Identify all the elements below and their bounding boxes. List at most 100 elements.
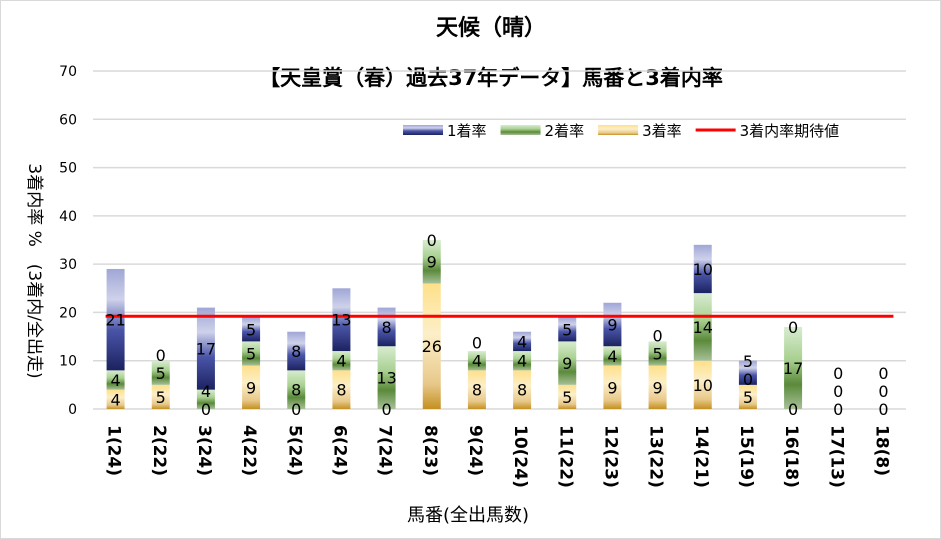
bar-segment bbox=[287, 331, 306, 371]
bar-segment bbox=[558, 341, 577, 385]
bar-segment bbox=[332, 288, 351, 352]
data-label: 9 bbox=[652, 378, 662, 397]
data-label: 10 bbox=[693, 376, 713, 395]
data-label: 0 bbox=[878, 400, 888, 419]
data-label: 0 bbox=[833, 364, 843, 383]
legend-label: 3着内率期待値 bbox=[740, 122, 840, 140]
y-tick-label: 10 bbox=[59, 354, 77, 370]
bar-segment bbox=[784, 326, 803, 409]
x-tick-label: 9(24) bbox=[465, 425, 485, 476]
data-label: 0 bbox=[201, 400, 211, 419]
x-tick-label: 14(21) bbox=[691, 425, 711, 488]
bar-segment bbox=[558, 384, 577, 409]
data-label: 5 bbox=[652, 344, 662, 363]
legend-swatch bbox=[500, 125, 541, 135]
data-label: 0 bbox=[652, 326, 662, 345]
data-label: 8 bbox=[517, 381, 527, 400]
data-label: 9 bbox=[246, 378, 256, 397]
data-label: 26 bbox=[422, 337, 442, 356]
data-label: 4 bbox=[110, 371, 120, 390]
data-label: 5 bbox=[246, 320, 256, 339]
bar-segment bbox=[693, 293, 712, 361]
bar-segment bbox=[513, 331, 532, 352]
bar-segment bbox=[106, 268, 125, 371]
data-label: 0 bbox=[833, 400, 843, 419]
x-tick-label: 1(24) bbox=[104, 425, 124, 476]
bar-segment bbox=[693, 360, 712, 409]
bar-segment bbox=[106, 370, 125, 390]
data-label: 13 bbox=[331, 311, 351, 330]
data-label: 0 bbox=[878, 382, 888, 401]
data-label: 17 bbox=[196, 340, 216, 359]
data-label: 5 bbox=[246, 344, 256, 363]
data-label: 4 bbox=[110, 390, 120, 409]
x-tick-label: 3(24) bbox=[194, 425, 214, 476]
bar-segment bbox=[738, 360, 757, 385]
y-tick-label: 40 bbox=[59, 209, 77, 225]
x-tick-label: 12(23) bbox=[600, 425, 620, 488]
data-label: 0 bbox=[381, 400, 391, 419]
data-label: 4 bbox=[201, 382, 211, 401]
data-label: 8 bbox=[336, 381, 346, 400]
data-label: 0 bbox=[291, 400, 301, 419]
chart-subtitle: 【天皇賞（春）過去37年データ】馬番と3着内率 bbox=[259, 66, 723, 90]
data-label: 5 bbox=[562, 320, 572, 339]
x-tick-label: 18(8) bbox=[871, 425, 891, 476]
x-tick-label: 2(22) bbox=[149, 425, 169, 476]
legend-swatch bbox=[598, 125, 639, 135]
data-label: 9 bbox=[562, 354, 572, 373]
data-label: 10 bbox=[693, 260, 713, 279]
data-label: 5 bbox=[156, 388, 166, 407]
bar-segment bbox=[648, 341, 667, 366]
data-label: 0 bbox=[833, 382, 843, 401]
bar-segment bbox=[603, 302, 622, 347]
data-label: 0 bbox=[472, 334, 482, 353]
data-label: 0 bbox=[788, 400, 798, 419]
legend-label: 2着率 bbox=[545, 122, 585, 140]
bar-segment bbox=[196, 389, 215, 409]
data-label: 9 bbox=[607, 378, 617, 397]
data-label: 5 bbox=[743, 388, 753, 407]
bar-segment bbox=[693, 244, 712, 294]
y-tick-label: 60 bbox=[59, 112, 77, 128]
x-axis-label: 馬番(全出馬数) bbox=[407, 505, 529, 526]
bar-segment bbox=[422, 240, 441, 284]
y-tick-label: 70 bbox=[59, 64, 77, 80]
data-label: 0 bbox=[156, 346, 166, 365]
data-label: 9 bbox=[427, 253, 437, 272]
x-tick-label: 10(24) bbox=[510, 425, 530, 488]
bar-segment bbox=[332, 370, 351, 409]
data-label: 4 bbox=[607, 347, 617, 366]
x-tick-label: 4(22) bbox=[239, 425, 259, 476]
data-label: 8 bbox=[291, 381, 301, 400]
bar-segment bbox=[242, 365, 261, 409]
x-tick-label: 7(24) bbox=[375, 425, 395, 476]
bar-segment bbox=[151, 360, 170, 385]
data-label: 5 bbox=[156, 364, 166, 383]
data-label: 4 bbox=[336, 352, 346, 371]
bar-segment bbox=[738, 384, 757, 409]
bar-segment bbox=[242, 317, 261, 342]
bar-segment bbox=[242, 341, 261, 366]
bar-segment bbox=[332, 351, 351, 371]
y-tick-label: 50 bbox=[59, 161, 77, 177]
x-tick-label: 15(19) bbox=[736, 425, 756, 488]
x-tick-label: 6(24) bbox=[329, 425, 349, 476]
data-label: 0 bbox=[427, 231, 437, 250]
data-label: 9 bbox=[607, 316, 617, 335]
data-label: 5 bbox=[743, 352, 753, 371]
bar-segment bbox=[513, 351, 532, 371]
x-tick-label: 11(22) bbox=[555, 425, 575, 488]
legend: 1着率 2着率 3着率 3着内率期待値 bbox=[403, 122, 839, 140]
bar-segment bbox=[603, 346, 622, 366]
bar-segment bbox=[196, 307, 215, 390]
bar-segment bbox=[287, 370, 306, 409]
x-tick-label: 5(24) bbox=[284, 425, 304, 476]
bar-segment bbox=[106, 389, 125, 409]
bar-segment bbox=[467, 370, 486, 409]
bar-segment bbox=[513, 370, 532, 409]
legend-label: 1着率 bbox=[447, 122, 487, 140]
x-tick-label: 13(22) bbox=[646, 425, 666, 488]
chart-title: 天候（晴） bbox=[436, 15, 546, 41]
